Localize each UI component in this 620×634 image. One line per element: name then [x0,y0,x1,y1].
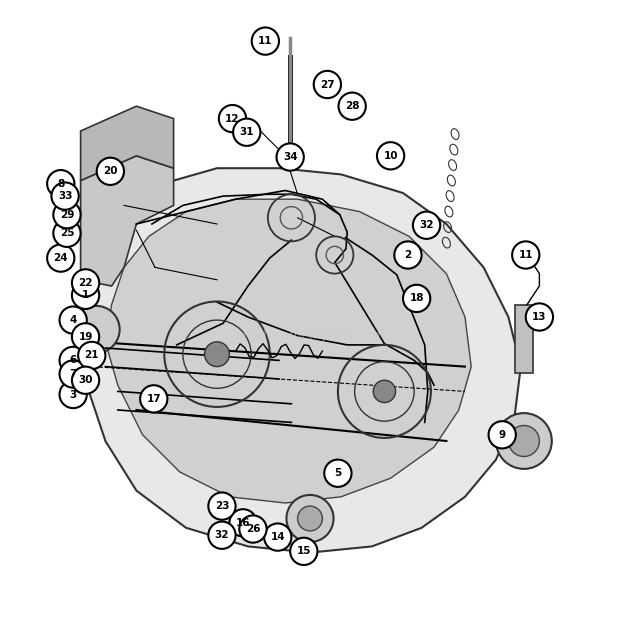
Circle shape [60,306,87,333]
Text: 1: 1 [82,290,89,301]
Circle shape [208,493,236,520]
Text: 5: 5 [334,469,342,478]
Text: 21: 21 [84,351,99,361]
Circle shape [47,170,74,197]
Circle shape [512,242,539,269]
Circle shape [394,242,422,269]
Circle shape [314,71,341,98]
Text: 14: 14 [270,532,285,542]
Text: 11: 11 [258,36,273,46]
Text: 22: 22 [78,278,93,288]
Text: 7: 7 [69,369,77,379]
Circle shape [72,366,99,394]
Circle shape [78,342,105,369]
Text: 16: 16 [236,518,250,528]
Circle shape [72,281,99,309]
Text: 2: 2 [404,250,412,260]
Text: 20: 20 [103,166,118,176]
Circle shape [508,425,539,456]
Circle shape [60,360,87,387]
Text: 31: 31 [239,127,254,137]
Circle shape [219,105,246,133]
Text: 32: 32 [419,220,434,230]
Text: 29: 29 [60,210,74,220]
Text: 23: 23 [215,501,229,511]
Circle shape [252,27,279,55]
Text: 33: 33 [58,191,73,201]
Text: 3: 3 [69,389,77,399]
Circle shape [233,119,260,146]
Text: ereplacementparts.com: ereplacementparts.com [235,329,385,342]
Circle shape [229,509,257,536]
Circle shape [377,142,404,169]
Circle shape [489,421,516,448]
Circle shape [47,245,74,272]
Circle shape [53,219,81,247]
Text: 8: 8 [57,179,64,189]
Text: 18: 18 [409,294,424,304]
Text: 30: 30 [78,375,93,385]
Circle shape [239,515,267,543]
Text: 9: 9 [498,430,506,440]
Circle shape [264,524,291,551]
Text: 12: 12 [225,113,240,124]
Text: 24: 24 [53,253,68,263]
Polygon shape [105,199,471,503]
Circle shape [140,385,167,413]
Text: 13: 13 [532,312,547,322]
Circle shape [73,306,120,353]
Polygon shape [515,304,533,373]
Circle shape [298,506,322,531]
Circle shape [403,285,430,312]
Text: 25: 25 [60,228,74,238]
Circle shape [60,347,87,374]
Circle shape [60,381,87,408]
Circle shape [72,269,99,297]
Circle shape [290,538,317,565]
Circle shape [373,380,396,403]
Text: 6: 6 [69,356,77,365]
Polygon shape [81,156,174,286]
Text: 19: 19 [78,332,93,342]
Text: 34: 34 [283,152,298,162]
Circle shape [526,303,553,331]
Polygon shape [81,107,174,181]
Polygon shape [81,168,521,553]
Text: 10: 10 [383,151,398,161]
Circle shape [324,460,352,487]
Text: 15: 15 [296,547,311,557]
Circle shape [97,158,124,185]
Circle shape [496,413,552,469]
Text: 11: 11 [518,250,533,260]
Circle shape [277,143,304,171]
Circle shape [413,212,440,239]
Text: 27: 27 [320,79,335,89]
Text: 17: 17 [146,394,161,404]
Circle shape [51,183,79,210]
Text: 26: 26 [246,524,260,534]
Text: 32: 32 [215,530,229,540]
Circle shape [286,495,334,542]
Circle shape [339,93,366,120]
Text: 4: 4 [69,315,77,325]
Circle shape [53,201,81,228]
Circle shape [72,323,99,351]
Circle shape [208,522,236,549]
Text: 28: 28 [345,101,360,111]
Circle shape [205,342,229,366]
